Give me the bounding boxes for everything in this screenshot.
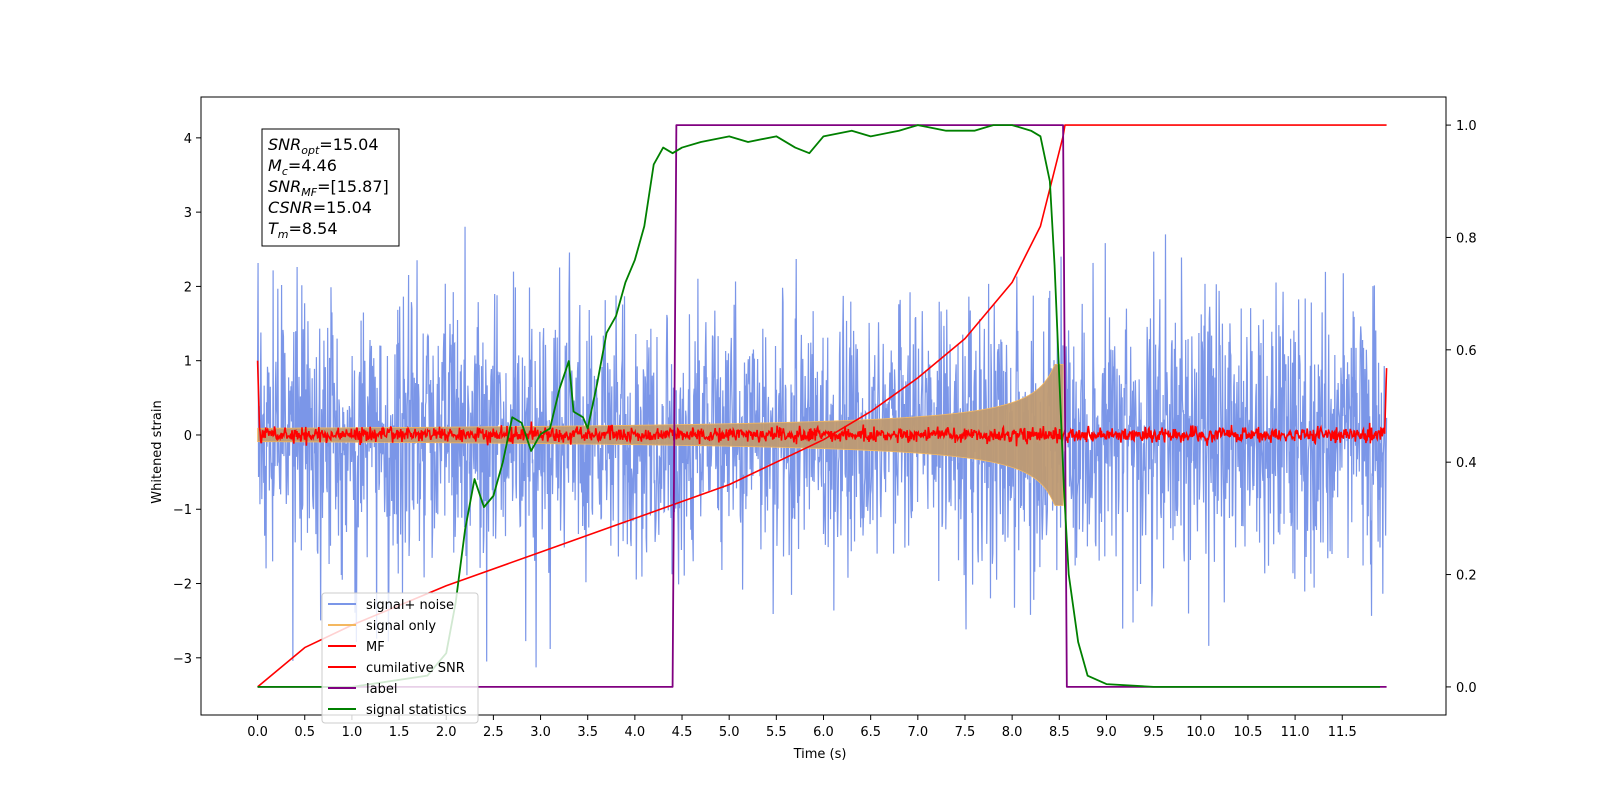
x-tick-label: 1.5 <box>389 725 410 740</box>
x-tick-label: 9.5 <box>1143 725 1164 740</box>
x-tick-label: 11.0 <box>1281 725 1310 740</box>
series-label <box>257 124 1387 688</box>
y2-tick-label: 0.8 <box>1456 231 1477 246</box>
annotation-value: =[15.87] <box>317 177 389 196</box>
legend-label-cumulative-snr: cumilative SNR <box>366 661 465 676</box>
legend-box <box>321 592 479 724</box>
x-tick-label: 3.5 <box>577 725 598 740</box>
legend-label-signal-noise: signal+ noise <box>366 598 454 613</box>
y2-tick-label: 1.0 <box>1456 119 1477 134</box>
x-tick-label: 10.5 <box>1233 725 1262 740</box>
y2-tick-label: 0.2 <box>1456 569 1477 584</box>
y-axis-label: Whitened strain <box>150 400 165 503</box>
x-tick-label: 10.0 <box>1186 725 1215 740</box>
y-tick-label: 2 <box>184 280 192 295</box>
y-tick-label: 3 <box>184 206 192 221</box>
y2-tick-label: 0.0 <box>1456 681 1477 696</box>
series-signal-noise <box>256 226 1388 668</box>
annotation-symbol: CSNR <box>268 198 313 217</box>
annotation-border <box>261 128 400 247</box>
annotation-value: =15.04 <box>313 198 372 217</box>
x-tick-label: 6.0 <box>813 725 834 740</box>
annotation-symbol: SNR <box>268 135 301 154</box>
annotation-csnr: CSNR=15.04 <box>268 198 372 217</box>
annotation-subscript: m <box>278 228 289 241</box>
x-tick-label: 4.0 <box>625 725 646 740</box>
y-tick-label: −2 <box>173 578 192 593</box>
x-axis-label: Time (s) <box>793 747 847 762</box>
y-tick-label: −1 <box>173 503 192 518</box>
y-axis-right: 0.0 0.2 0.4 0.6 0.8 1.0 <box>1446 119 1477 696</box>
x-tick-label: 0.5 <box>294 725 315 740</box>
y-tick-label: 1 <box>184 355 192 370</box>
x-tick-label: 2.5 <box>483 725 504 740</box>
legend-label-signal-statistics: signal statistics <box>366 703 467 718</box>
legend-label-signal-only: signal only <box>366 619 436 634</box>
annotation-snr-mf: SNRMF=[15.87] <box>268 177 389 199</box>
y2-tick-label: 0.4 <box>1456 456 1477 471</box>
legend: signal+ noise signal only MF cumilative … <box>321 592 479 724</box>
annotation-snr-opt: SNRopt=15.04 <box>268 135 379 157</box>
annotation-symbol: SNR <box>268 177 301 196</box>
x-tick-label: 8.0 <box>1002 725 1023 740</box>
plot-area <box>200 96 1447 716</box>
legend-label-mf: MF <box>366 640 385 655</box>
annotation-mc: Mc=4.46 <box>268 156 337 178</box>
x-tick-label: 8.5 <box>1049 725 1070 740</box>
x-tick-label: 3.0 <box>530 725 551 740</box>
x-tick-label: 9.0 <box>1096 725 1117 740</box>
y-tick-label: −3 <box>173 652 192 667</box>
x-tick-label: 0.0 <box>247 725 268 740</box>
annotation-value: =8.54 <box>289 219 338 238</box>
annotation-value: =15.04 <box>319 135 378 154</box>
x-tick-label: 6.5 <box>860 725 881 740</box>
x-tick-label: 1.0 <box>342 725 363 740</box>
series-signal-statistics <box>257 124 1380 688</box>
y-tick-label: 0 <box>184 429 192 444</box>
x-tick-label: 5.5 <box>766 725 787 740</box>
x-tick-label: 5.0 <box>719 725 740 740</box>
x-axis: 0.0 0.5 1.0 1.5 2.0 2.5 3.0 3.5 4.0 4.5 5.0 5.5 6.0 6… <box>247 715 1357 740</box>
y2-tick-label: 0.6 <box>1456 344 1477 359</box>
x-tick-label: 2.0 <box>436 725 457 740</box>
annotation-subscript: MF <box>301 186 317 199</box>
stats-annotation-box: SNRopt=15.04 Mc=4.46 SNRMF=[15.87] CSNR=… <box>261 128 400 247</box>
annotation-symbol: M <box>268 156 282 175</box>
x-tick-label: 11.5 <box>1328 725 1357 740</box>
y-tick-label: 4 <box>184 132 192 147</box>
annotation-subscript: opt <box>301 144 320 157</box>
legend-label-label: label <box>366 682 397 697</box>
annotation-value: =4.46 <box>288 156 337 175</box>
annotation-subscript: c <box>282 165 288 178</box>
annotation-tm: Tm=8.54 <box>268 219 338 241</box>
y-axis-left: −3 −2 −1 0 1 2 3 4 <box>173 132 201 667</box>
x-tick-label: 7.0 <box>907 725 928 740</box>
x-tick-label: 4.5 <box>672 725 693 740</box>
series-mf <box>256 360 1388 447</box>
annotation-symbol: T <box>268 219 279 238</box>
x-tick-label: 7.5 <box>955 725 976 740</box>
